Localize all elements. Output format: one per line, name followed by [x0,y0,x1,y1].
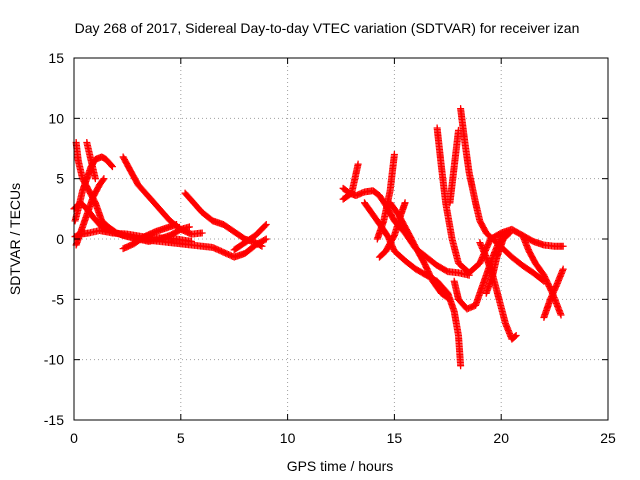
data-point-marker [457,362,465,370]
data-point-marker [506,229,514,237]
data-point-marker [261,236,269,244]
series-arc-t [457,105,548,285]
data-point-marker [505,230,513,238]
data-points [70,105,567,370]
y-tick-label: 10 [48,110,64,126]
x-axis-label: GPS time / hours [287,458,394,474]
x-tick-label: 20 [493,430,509,446]
x-tick-label: 15 [387,430,403,446]
series-arc-o [386,199,454,303]
series-arc-g [119,221,181,253]
ticks: 0 5 10 15 20 25 -15 -10 -5 0 5 10 15 [44,50,616,446]
y-tick-label: 0 [56,231,64,247]
data-point-marker [258,242,266,250]
series-arc-i [181,189,266,250]
data-point-marker [99,176,107,184]
x-tick-label: 10 [280,430,296,446]
data-point-marker [108,163,116,171]
series-arc-l [339,160,362,203]
data-point-marker [100,175,108,183]
series-arc-j [230,221,270,254]
y-tick-label: 15 [48,50,64,66]
series-arc-n [373,151,398,243]
series-arc-h [119,153,206,238]
data-point-marker [354,160,362,168]
data-point-marker [108,162,116,170]
data-point-marker [261,222,269,230]
data-point-marker [445,294,453,302]
series-arc-x [540,265,567,321]
y-axis-label: SDTVAR / TECUs [7,183,23,295]
series-arc-w [519,231,565,319]
y-tick-label: -15 [44,412,64,428]
data-point-marker [511,332,519,340]
data-point-marker [559,265,567,273]
y-tick-label: 5 [56,171,64,187]
x-tick-label: 25 [600,430,616,446]
y-tick-label: -5 [52,291,65,307]
data-point-marker [446,295,454,303]
series-arc-f [83,138,99,183]
data-point-marker [390,151,398,159]
data-point-marker [559,242,567,250]
data-point-marker [198,229,206,237]
x-tick-label: 0 [70,430,78,446]
data-point-marker [262,221,270,229]
series-arc-d [70,199,270,261]
data-point-marker [401,199,409,207]
data-point-marker [512,332,520,340]
series-arc-e [72,175,108,249]
series-arc-v [482,229,514,297]
series-arc-p [375,199,409,261]
series-arc-r [446,126,462,207]
chart-title: Day 268 of 2017, Sidereal Day-to-day VTE… [75,20,580,36]
data-point-marker [262,235,270,243]
x-tick-label: 5 [177,430,185,446]
y-tick-label: -10 [44,352,64,368]
data-point-marker [185,223,193,231]
data-point-marker [257,242,265,250]
data-point-marker [91,175,99,183]
data-point-marker [557,311,565,319]
